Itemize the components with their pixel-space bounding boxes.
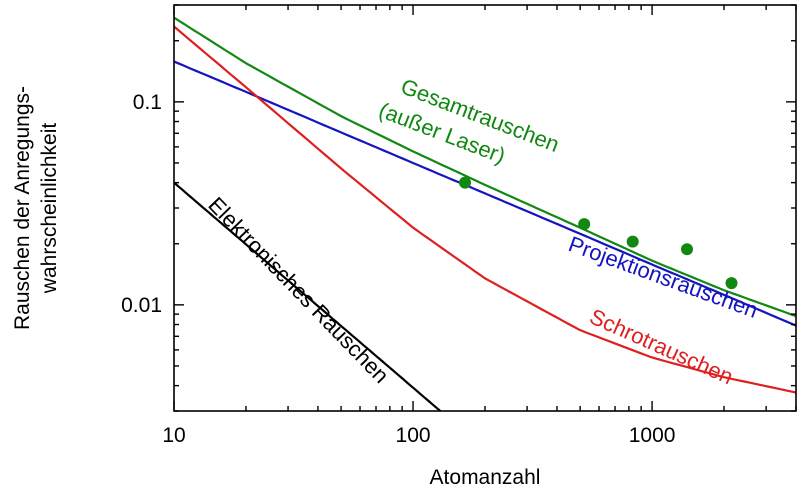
data-point — [626, 235, 639, 248]
x-axis-label: Atomanzahl — [430, 466, 541, 489]
annotation-schrotrauschen: Schrotrauschen — [586, 304, 737, 390]
data-point — [578, 218, 591, 231]
series-line-3 — [174, 181, 442, 411]
annotation-elektronisches-rauschen: Elektronisches Rauschen — [203, 192, 393, 388]
y-tick-label: 0.01 — [121, 294, 162, 317]
y-axis-label-line-1: Rauschen der Anregungs- — [11, 86, 34, 330]
series-line-2 — [174, 25, 796, 394]
data-point — [459, 176, 471, 189]
data-point — [681, 243, 693, 256]
tick-layer: 10 100 1000 0.01 0.1 — [121, 4, 797, 447]
series-line-0 — [174, 16, 796, 318]
series-layer — [174, 16, 796, 411]
annotation-gesamtrauschen: Gesamtrauschen (außer Laser) — [375, 74, 562, 169]
data-point — [725, 277, 738, 290]
y-tick-label: 0.1 — [133, 91, 162, 114]
x-tick-label: 1000 — [629, 424, 676, 447]
series-line-1 — [174, 60, 796, 327]
y-axis-label-line-2: wahrscheinlichkeit — [38, 123, 61, 295]
x-tick-label: 10 — [162, 424, 185, 447]
x-tick-label: 100 — [396, 424, 431, 447]
